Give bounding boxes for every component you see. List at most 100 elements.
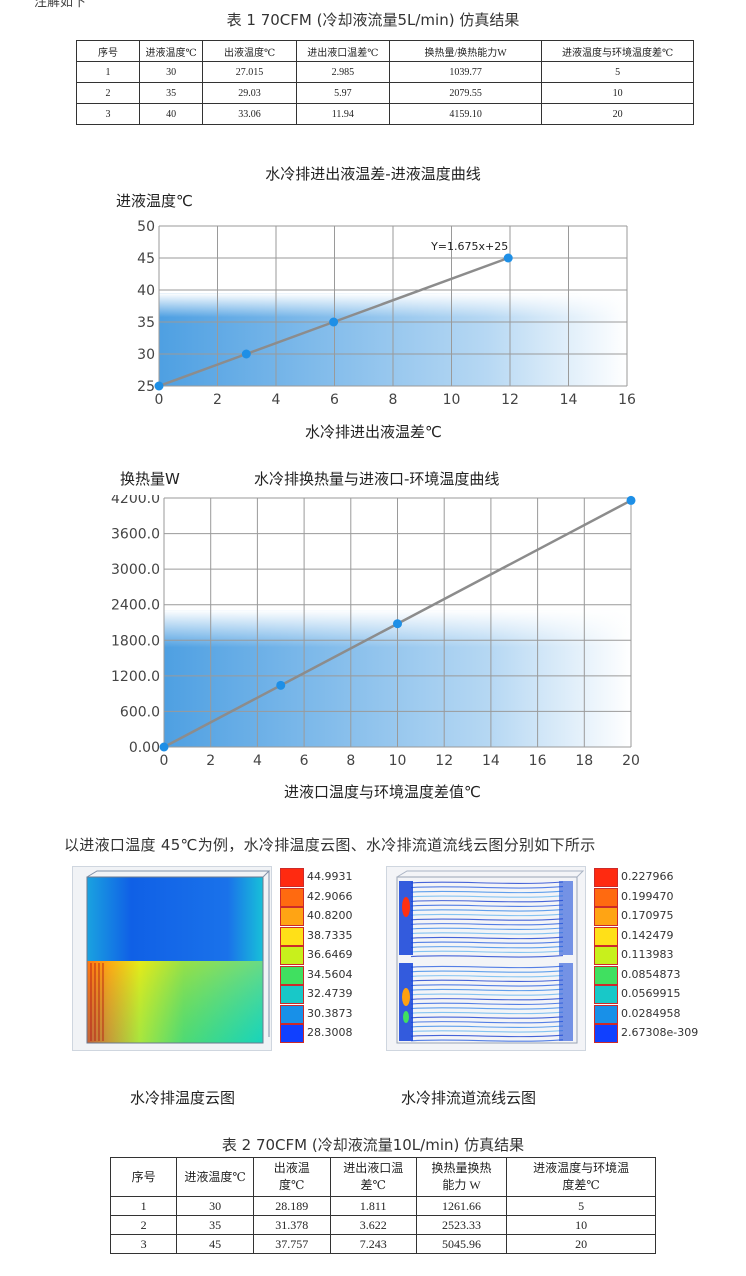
data-point — [159, 742, 169, 752]
streamline — [410, 886, 564, 889]
chart1-y-axis-label: 进液温度℃ — [116, 192, 193, 210]
x-tick-label: 14 — [482, 753, 500, 769]
table2-cell: 3.622 — [329, 1215, 417, 1235]
streamline — [410, 970, 564, 973]
streamline — [410, 918, 564, 921]
x-tick-label: 2 — [213, 392, 222, 408]
streamline — [410, 1011, 564, 1015]
table2-caption: 表 2 70CFM (冷却液流量10L/min) 仿真结果 — [221, 1136, 525, 1154]
x-tick-label: 8 — [389, 392, 398, 408]
legend-label: 32.4739 — [307, 987, 353, 1000]
legend-label: 30.3873 — [307, 1006, 353, 1020]
data-point — [393, 619, 402, 629]
streamline — [410, 899, 564, 903]
table2-cell: 7.243 — [329, 1234, 417, 1254]
y-tick-label: 4200.0 — [111, 495, 160, 507]
x-tick-label: 8 — [346, 753, 355, 769]
legend-swatch — [280, 1004, 304, 1024]
table1-header-cell: 换热量/换热能力W — [388, 40, 543, 62]
legend-swatch — [594, 946, 618, 965]
table1: 序号 进液温度℃ 出液温度℃ 进出液口温差℃ 换热量/换热能力W 进液温度与环境温度差℃ … — [76, 40, 694, 125]
table2-header-row: 序号 进液温度℃ 出液温 度℃ 进出液口温 差℃ 换热量换热 能力 W 进液温度与环境温 … — [109, 1157, 656, 1197]
table1-header-cell: 进出液口温差℃ — [295, 40, 390, 62]
legend-label: 0.0284958 — [621, 1006, 681, 1020]
streamline — [410, 913, 564, 917]
table1-cell: 5 — [541, 61, 694, 83]
streamline — [410, 922, 564, 926]
table2-cell: 5 — [506, 1196, 656, 1216]
legend-swatch — [280, 946, 304, 965]
table2-cell: 31.378 — [252, 1215, 331, 1235]
streamline — [410, 945, 564, 949]
legend-swatch — [594, 868, 618, 887]
table2-cell: 10 — [506, 1215, 656, 1235]
table1-cell: 5.97 — [295, 82, 390, 104]
table2-header-cell: 进液温度与环境温 度差℃ — [506, 1157, 656, 1197]
legend-swatch — [594, 965, 618, 985]
table2-cell: 2523.33 — [415, 1215, 508, 1235]
data-point — [276, 680, 286, 690]
x-tick-label: 12 — [435, 753, 453, 769]
streamline — [410, 1007, 564, 1010]
legend-swatch — [594, 1024, 618, 1043]
table1-caption: 表 1 70CFM (冷却液流量5L/min) 仿真结果 — [226, 11, 520, 29]
x-tick-label: 20 — [622, 753, 640, 769]
legend-swatch — [594, 1004, 618, 1024]
table2-row: 2 35 31.378 3.622 2523.33 10 — [109, 1215, 656, 1235]
legend-swatch — [280, 1024, 304, 1043]
table1-cell: 35 — [138, 82, 204, 104]
legend-swatch — [594, 907, 618, 926]
table2: 序号 进液温度℃ 出液温 度℃ 进出液口温 差℃ 换热量换热 能力 W 进液温度与环境温 … — [109, 1157, 656, 1254]
table2-cell: 1 — [109, 1196, 178, 1216]
table2-cell: 2 — [109, 1215, 178, 1235]
table2-cell: 5045.96 — [415, 1234, 508, 1254]
legend-swatch — [280, 868, 304, 887]
legend-swatch — [594, 887, 618, 907]
streamline-image — [386, 866, 586, 1051]
streamline — [410, 1030, 564, 1033]
table1-row: 2 35 29.03 5.97 2079.55 10 — [76, 82, 694, 104]
y-tick-label: 1200.0 — [111, 669, 160, 685]
table2-header-cell: 换热量换热 能力 W — [415, 1157, 508, 1197]
x-tick-label: 4 — [272, 392, 281, 408]
x-tick-label: 14 — [560, 392, 578, 408]
table1-header-row: 序号 进液温度℃ 出液温度℃ 进出液口温差℃ 换热量/换热能力W 进液温度与环境温度差℃ — [76, 40, 694, 62]
trendline-equation: Y=1.675x+25 — [430, 240, 508, 253]
intro-paragraph: 以进液口温度 45℃为例，水冷排温度云图、水冷排流道流线云图分别如下所示 — [64, 836, 596, 854]
table2-row: 3 45 37.757 7.243 5045.96 20 — [109, 1234, 656, 1254]
y-tick-label: 3000.0 — [111, 562, 160, 578]
y-tick-label: 35 — [137, 315, 155, 331]
temperature-contour-graphic — [86, 870, 271, 1044]
table1-cell: 4159.10 — [388, 103, 543, 125]
legend-swatch — [280, 965, 304, 985]
table2-header-cell: 进液温度℃ — [176, 1157, 254, 1197]
table1-header-cell: 序号 — [76, 40, 140, 62]
legend-label: 44.9931 — [307, 870, 353, 883]
data-point — [329, 317, 339, 327]
table1-cell: 30 — [138, 61, 204, 83]
x-tick-label: 6 — [300, 753, 309, 769]
table2-cell: 30 — [176, 1196, 254, 1216]
streamline-caption: 水冷排流道流线云图 — [401, 1089, 537, 1107]
table1-header-cell: 进液温度℃ — [138, 40, 204, 62]
streamline — [410, 941, 564, 944]
streamline — [410, 909, 564, 912]
streamline — [410, 1016, 564, 1019]
table1-cell: 1 — [76, 61, 140, 83]
streamline — [410, 979, 564, 982]
streamline — [410, 881, 564, 884]
header-fragment: 注解如下 — [34, 0, 87, 10]
data-point — [154, 381, 164, 391]
table1-cell: 10 — [541, 82, 694, 104]
streamline — [410, 1034, 564, 1038]
table2-cell: 20 — [506, 1234, 656, 1254]
table1-cell: 2079.55 — [388, 82, 543, 104]
y-tick-label: 1800.0 — [111, 633, 160, 649]
x-tick-label: 12 — [501, 392, 519, 408]
streamline — [410, 1025, 564, 1028]
streamline — [410, 955, 564, 958]
legend-label: 0.199470 — [621, 889, 674, 903]
x-tick-label: 2 — [206, 753, 215, 769]
streamline — [410, 936, 564, 940]
x-tick-label: 10 — [443, 392, 461, 408]
